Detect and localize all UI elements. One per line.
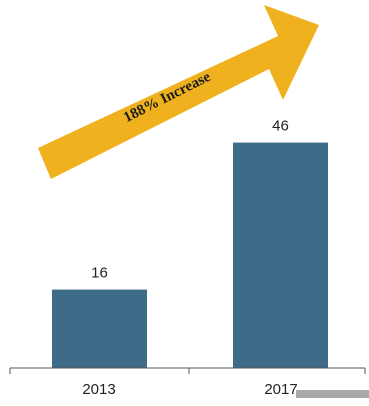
bottom-right-bar-decoration — [296, 390, 369, 398]
increase-arrow-shape — [38, 5, 319, 179]
value-label-2013: 16 — [91, 265, 108, 282]
x-axis-tick-labels: 2013 2017 — [82, 381, 297, 398]
x-tick-label-2017: 2017 — [264, 381, 297, 398]
x-tick-label-2013: 2013 — [82, 381, 115, 398]
value-label-2017: 46 — [272, 118, 289, 135]
bars-group — [52, 142, 328, 368]
bar-2013 — [52, 289, 147, 368]
bar-2017 — [233, 142, 328, 368]
x-axis-ticks — [9, 368, 366, 374]
